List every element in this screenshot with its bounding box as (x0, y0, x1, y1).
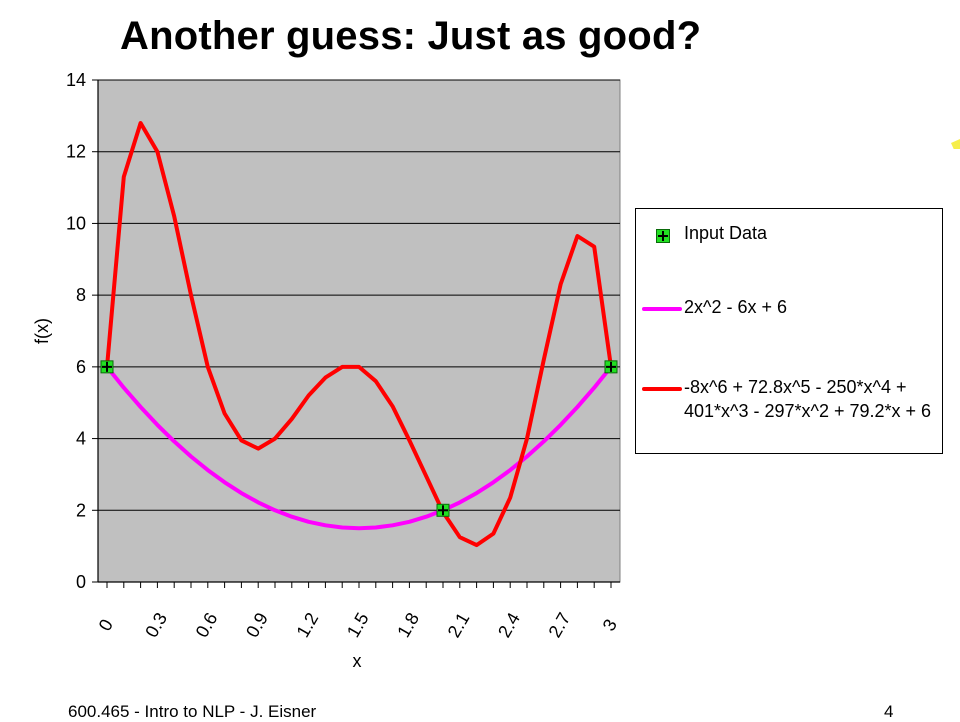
marker-layer (100, 360, 618, 517)
x-tick-label: 1.8 (393, 609, 423, 641)
data-point-marker (100, 360, 114, 374)
series-line-quadratic (105, 364, 613, 531)
data-point-marker (604, 360, 618, 374)
plus-marker-icon (656, 229, 670, 243)
y-tick-label: 2 (76, 500, 86, 520)
x-tick-label: 3 (599, 616, 621, 635)
x-tick-label: 1.2 (292, 609, 322, 641)
y-tick-label: 0 (76, 572, 86, 592)
footer-course: 600.465 - Intro to NLP - J. Eisner (68, 702, 317, 721)
y-tick-label: 8 (76, 285, 86, 305)
y-tick-label: 6 (76, 357, 86, 377)
data-point-marker (436, 503, 450, 517)
y-axis-label: f(x) (32, 318, 52, 344)
x-tick-label: 0.3 (141, 609, 171, 641)
chart-legend: Input Data 2x^2 - 6x + 6 -8x^6 + 72.8x^5… (635, 208, 943, 454)
legend-label: -8x^6 + 72.8x^5 - 250*x^4 + 401*x^3 - 29… (684, 377, 932, 421)
corner-decoration (951, 139, 960, 149)
x-axis-label: x (353, 651, 362, 671)
y-tick-label: 4 (76, 429, 86, 449)
page-number: 4 (884, 702, 894, 721)
legend-item-sextic: -8x^6 + 72.8x^5 - 250*x^4 + 401*x^3 - 29… (636, 375, 942, 451)
legend-label: Input Data (684, 223, 768, 243)
y-tick-label: 12 (66, 142, 86, 162)
series-line-sextic (105, 121, 613, 548)
legend-item-input-data: Input Data (636, 215, 942, 245)
slide-title: Another guess: Just as good? (120, 14, 702, 58)
series-layer (105, 121, 613, 548)
legend-item-quadratic: 2x^2 - 6x + 6 (636, 295, 942, 325)
y-tick-label: 10 (66, 213, 86, 233)
x-tick-label: 2.1 (444, 609, 474, 641)
y-tick-label: 14 (66, 70, 86, 90)
x-tick-label: 0 (95, 616, 117, 635)
x-tick-label: 2.7 (544, 609, 574, 641)
red-line-icon (642, 387, 682, 391)
x-tick-label: 1.5 (343, 609, 373, 641)
magenta-line-icon (642, 307, 682, 311)
x-tick-label: 0.9 (242, 609, 272, 641)
x-tick-label: 2.4 (494, 609, 524, 641)
plot-area (97, 79, 621, 583)
legend-label: 2x^2 - 6x + 6 (684, 297, 787, 317)
x-tick-label: 0.6 (192, 609, 222, 641)
